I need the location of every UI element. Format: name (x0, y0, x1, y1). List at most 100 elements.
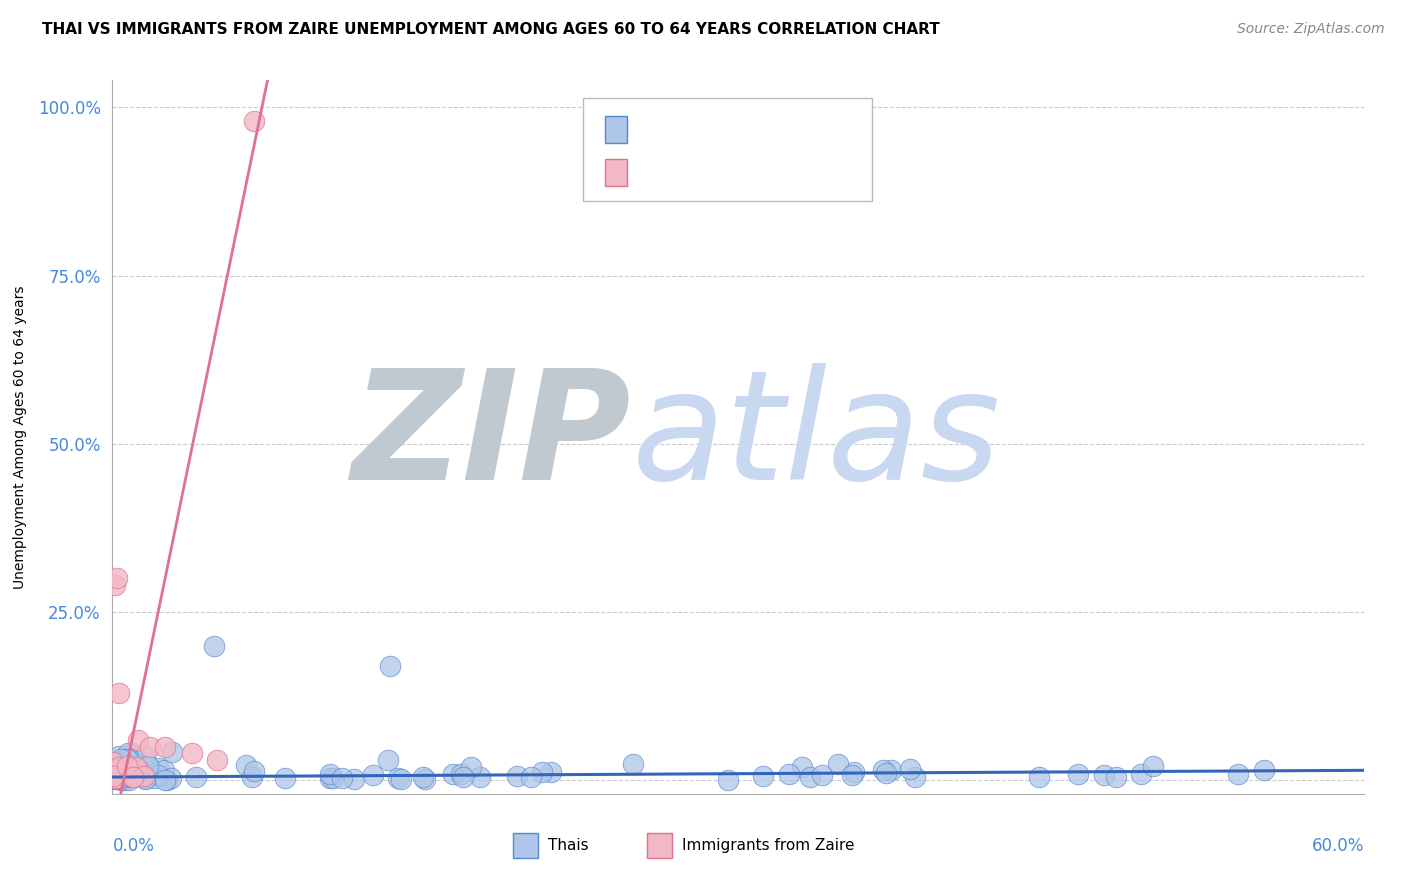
Text: 60.0%: 60.0% (1312, 837, 1364, 855)
Text: 0.898: 0.898 (678, 163, 735, 181)
Point (122, 767, 145, 781)
Point (506, 769, 529, 783)
Point (413, 772, 436, 786)
Point (115, 758, 138, 772)
Point (412, 770, 434, 784)
Point (1253, 763, 1275, 777)
Point (108, 765, 131, 780)
Point (122, 770, 145, 784)
Point (111, 766, 134, 780)
Point (127, 733, 149, 747)
Text: R =: R = (638, 120, 678, 138)
Point (117, 746, 139, 760)
Point (1067, 766, 1090, 780)
Point (810, 768, 832, 782)
Point (103, 769, 125, 783)
Point (114, 773, 136, 788)
Point (451, 770, 474, 784)
Point (107, 686, 129, 700)
Text: atlas: atlas (631, 362, 1001, 512)
Point (274, 772, 297, 786)
Point (110, 772, 132, 786)
Point (872, 763, 894, 777)
Point (387, 772, 409, 786)
Point (160, 746, 183, 760)
Point (827, 756, 849, 771)
Point (103, 578, 125, 592)
Point (153, 772, 176, 787)
Point (134, 749, 156, 764)
Point (1227, 766, 1250, 780)
Point (108, 767, 131, 781)
Point (124, 769, 146, 783)
Point (778, 766, 800, 780)
Point (105, 771, 128, 785)
Point (1092, 768, 1115, 782)
Text: 25: 25 (780, 163, 806, 181)
Point (104, 771, 127, 785)
Point (125, 757, 148, 772)
Point (107, 749, 129, 764)
Point (186, 770, 208, 784)
Point (1105, 771, 1128, 785)
Text: N =: N = (741, 163, 780, 181)
Point (121, 747, 143, 761)
Point (520, 770, 543, 784)
Point (880, 764, 903, 778)
Point (243, 764, 266, 778)
Text: Immigrants from Zaire: Immigrants from Zaire (682, 838, 855, 853)
Point (125, 760, 148, 774)
Point (1142, 759, 1164, 773)
Point (129, 764, 152, 778)
Point (117, 752, 139, 766)
Point (108, 761, 131, 775)
Point (127, 764, 149, 778)
Text: ZIP: ZIP (352, 362, 631, 512)
Point (103, 765, 125, 780)
Point (153, 739, 176, 754)
Point (156, 773, 179, 788)
Point (621, 757, 644, 772)
Point (110, 771, 132, 785)
Point (118, 773, 141, 788)
Point (146, 761, 169, 775)
Point (103, 766, 125, 780)
Point (110, 752, 132, 766)
Point (118, 752, 141, 766)
Point (135, 771, 157, 785)
Point (1028, 770, 1050, 784)
Point (319, 767, 342, 781)
Text: 0.0%: 0.0% (112, 837, 155, 855)
Point (243, 113, 266, 128)
Point (134, 769, 156, 783)
Point (377, 753, 399, 767)
Text: N =: N = (741, 120, 780, 138)
Point (898, 762, 921, 776)
Point (450, 766, 472, 780)
Point (134, 771, 156, 785)
Point (540, 764, 562, 779)
Point (110, 773, 132, 788)
Point (240, 770, 263, 784)
Point (468, 770, 491, 784)
Point (205, 753, 228, 767)
Point (752, 769, 775, 783)
Point (717, 772, 740, 787)
Point (108, 760, 131, 774)
Point (134, 772, 156, 786)
Point (363, 768, 385, 782)
Point (139, 739, 162, 754)
Point (531, 764, 554, 779)
Point (110, 765, 132, 780)
Text: 94: 94 (780, 120, 806, 138)
Point (1129, 767, 1152, 781)
Point (799, 771, 821, 785)
Point (152, 763, 174, 777)
Point (460, 760, 482, 774)
Point (105, 772, 128, 787)
Text: 0.116: 0.116 (678, 120, 734, 138)
Point (378, 659, 401, 673)
Point (105, 571, 128, 585)
Point (112, 765, 135, 780)
Point (143, 771, 166, 785)
